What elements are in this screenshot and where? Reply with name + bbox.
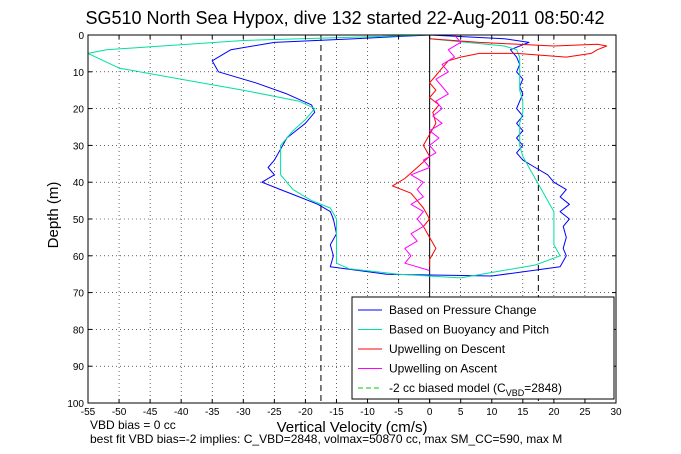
legend-label-5: -2 cc biased model (CVBD=2848): [389, 381, 562, 398]
x-tick-label: -25: [267, 407, 282, 418]
y-tick-label: 40: [73, 178, 85, 189]
y-tick-label: 20: [73, 105, 85, 116]
legend-label-3: Upwelling on Descent: [389, 342, 506, 356]
y-tick-label: 70: [73, 289, 85, 300]
y-tick-label: 80: [73, 325, 85, 336]
x-axis-ticks: -55 -50 -45 -40 -35 -30 -25 -20 -15 -10 -5 0 5 10 15 20…: [81, 35, 622, 418]
series-line-2: [87, 34, 561, 279]
legend-label-1: Based on Pressure Change: [389, 303, 537, 317]
y-axis-label: Depth (m): [45, 182, 62, 249]
series-line-4: [404, 34, 462, 271]
x-tick-label: 20: [548, 407, 560, 418]
y-tick-label: 50: [73, 215, 85, 226]
x-tick-label: -50: [112, 407, 127, 418]
x-tick-label: -20: [298, 407, 313, 418]
y-tick-label: 90: [73, 362, 85, 373]
series-group: [87, 34, 608, 279]
x-tick-label: -55: [81, 407, 96, 418]
y-tick-label: 100: [67, 399, 84, 410]
series-line-1: [211, 34, 570, 277]
x-tick-label: 30: [610, 407, 622, 418]
x-tick-label: -5: [394, 407, 403, 418]
y-tick-label: 60: [73, 252, 85, 263]
x-tick-label: 25: [579, 407, 591, 418]
x-tick-label: -10: [360, 407, 375, 418]
legend: Based on Pressure Change Based on Buoyanc…: [351, 296, 615, 400]
vbd-bias-note: VBD bias = 0 cc: [90, 418, 176, 432]
x-tick-label: -15: [329, 407, 344, 418]
legend-label-2: Based on Buoyancy and Pitch: [389, 323, 549, 337]
x-tick-label: -30: [236, 407, 251, 418]
x-tick-label: 10: [486, 407, 498, 418]
x-tick-label: 0: [427, 407, 433, 418]
y-tick-label: 10: [73, 68, 85, 79]
y-tick-label: 30: [73, 141, 85, 152]
best-fit-note: best fit VBD bias=-2 implies: C_VBD=2848…: [90, 432, 562, 446]
legend-label-4: Upwelling on Ascent: [389, 362, 498, 376]
legend-box: [351, 296, 615, 400]
x-tick-label: 5: [458, 407, 464, 418]
x-tick-label: -45: [143, 407, 158, 418]
x-axis-label: Vertical Velocity (cm/s): [277, 419, 428, 436]
chart-title: SG510 North Sea Hypox, dive 132 started …: [85, 8, 604, 28]
x-tick-label: -40: [174, 407, 189, 418]
x-tick-label: -35: [205, 407, 220, 418]
y-tick-label: 0: [78, 31, 84, 42]
y-axis-ticks: 0 10 20 30 40 50 60 70 80 90 100: [67, 31, 616, 410]
x-tick-label: 15: [517, 407, 529, 418]
